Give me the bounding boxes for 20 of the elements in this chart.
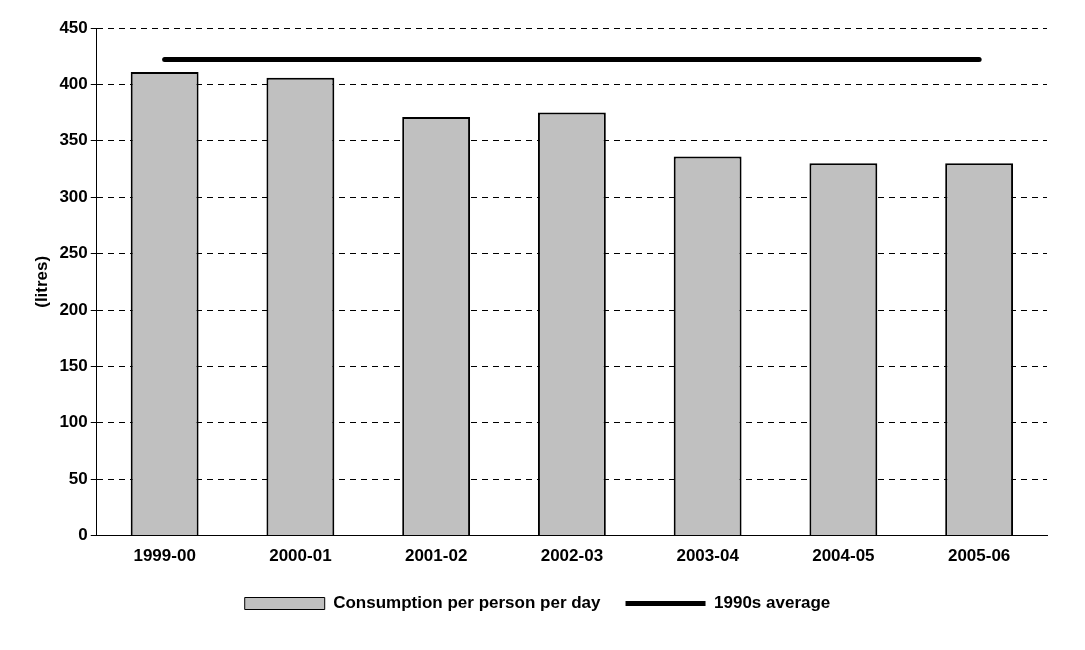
y-axis-title: (litres) [31, 255, 51, 308]
y-tick-label: 200 [59, 299, 88, 319]
y-tick-label: 400 [59, 74, 88, 94]
x-tick-label: 2005-06 [947, 546, 1011, 566]
x-tick-label: 2000-01 [269, 546, 332, 566]
x-tick-label: 2004-05 [812, 546, 875, 566]
legend-label: Consumption per person per day [333, 593, 602, 613]
legend-label: 1990s average [714, 593, 831, 613]
y-tick-label: 50 [68, 468, 88, 488]
y-tick-label: 100 [59, 412, 88, 432]
y-tick-label: 450 [59, 17, 88, 37]
x-tick-label: 2003-04 [676, 546, 740, 566]
x-tick-label: 2001-02 [404, 546, 468, 566]
y-tick-label: 250 [59, 243, 88, 263]
y-tick-label: 0 [78, 525, 88, 545]
x-tick-label: 2002-03 [540, 546, 604, 566]
y-tick-label: 150 [59, 356, 88, 376]
x-tick-label: 1999-00 [133, 546, 196, 566]
y-tick-label: 350 [59, 130, 88, 150]
y-tick-label: 300 [59, 186, 88, 206]
